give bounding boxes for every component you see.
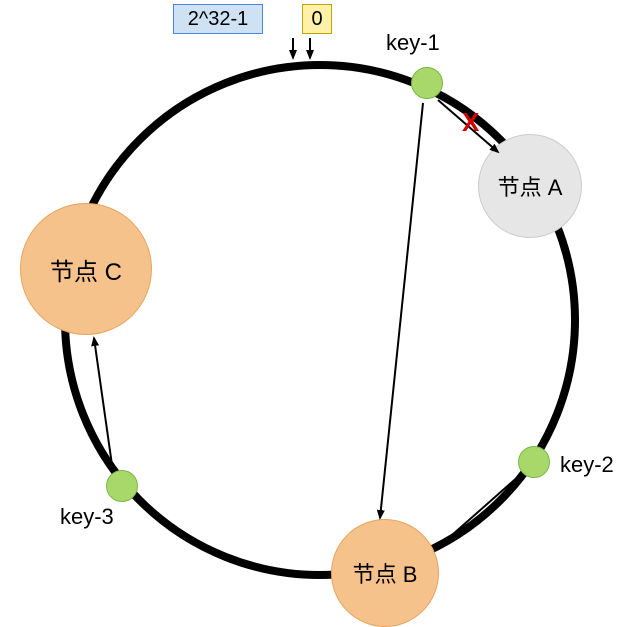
key-1-dot [411, 67, 443, 99]
max-value-box: 2^32-1 [173, 4, 263, 34]
node-c: 节点 C [20, 203, 152, 335]
zero-value-text: 0 [311, 8, 322, 31]
key-3-dot [106, 470, 138, 502]
max-value-text: 2^32-1 [188, 8, 249, 31]
key-3-label: key-3 [60, 504, 114, 530]
diagram-canvas: 2^32-1 0 节点 C 节点 A 节点 B key-1 key-2 key-… [0, 0, 640, 611]
key-1-label: key-1 [386, 30, 440, 56]
hash-ring [61, 61, 579, 579]
key-2-label: key-2 [560, 452, 614, 478]
node-b-label: 节点 B [353, 557, 418, 589]
node-c-label: 节点 C [50, 252, 122, 287]
key-2-dot [518, 446, 550, 478]
node-a-label: 节点 A [498, 170, 563, 202]
node-a: 节点 A [478, 134, 582, 238]
rejected-mark: X [462, 107, 479, 138]
zero-value-box: 0 [302, 4, 332, 34]
